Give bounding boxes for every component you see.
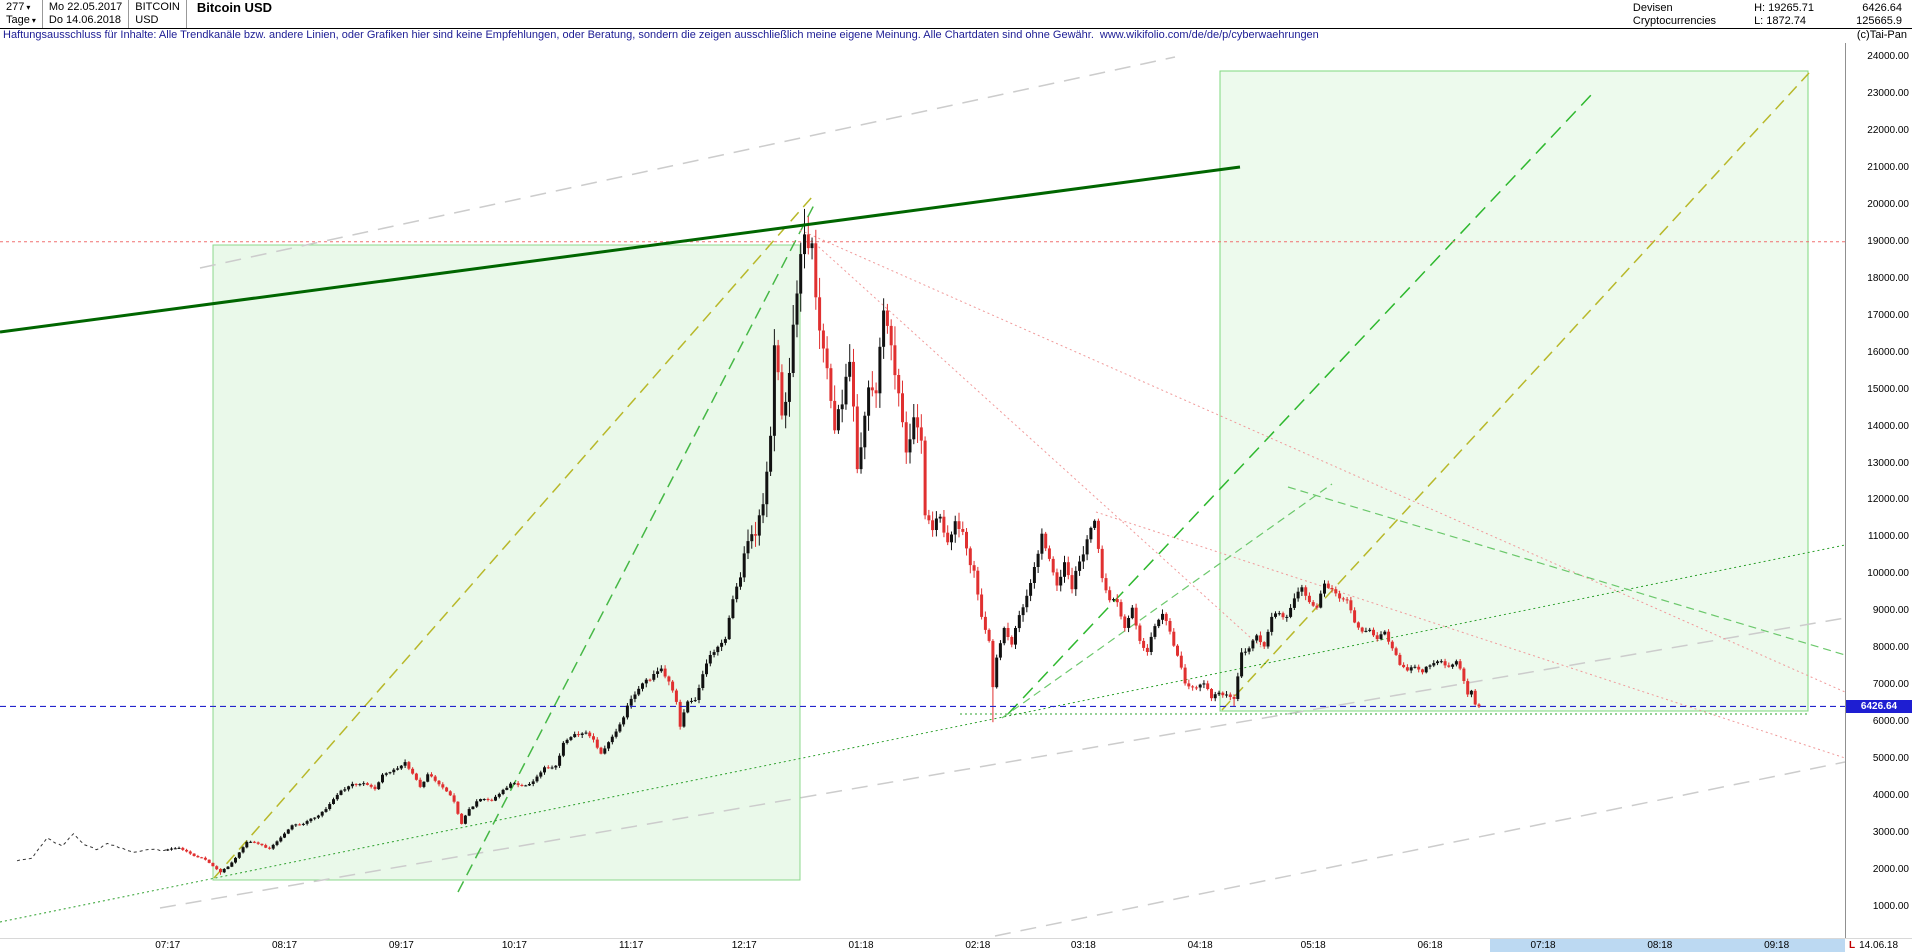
instrument-info: 277 ▾ Tage ▾ Mo 22.05.2017 Do 14.06.2018 B… bbox=[0, 0, 282, 28]
disclaimer-bar: Haftungsausschluss für Inhalte: Alle Tre… bbox=[0, 29, 1912, 43]
price-axis-label: 20000.00 bbox=[1867, 198, 1909, 210]
category-cell: Devisen Cryptocurrencies bbox=[1627, 1, 1722, 28]
last-date-label: L 14.06.18 bbox=[1849, 940, 1898, 951]
last-price-value: 6426.64 bbox=[1862, 2, 1902, 14]
red-fan-1 bbox=[799, 229, 1846, 693]
category-label: Devisen bbox=[1632, 2, 1673, 14]
price-axis-label: 5000.00 bbox=[1872, 753, 1909, 765]
disclaimer-text: Haftungsausschluss für Inhalte: Alle Tre… bbox=[3, 29, 1094, 41]
period-value: Tage bbox=[6, 14, 30, 26]
price-axis-label: 8000.00 bbox=[1872, 642, 1909, 654]
green-decline-dash bbox=[1287, 486, 1846, 656]
date-axis-label: 07:18 bbox=[1530, 940, 1556, 951]
date-axis-labels: 07:17 08:17 09:17 10:17 11:17 12:17 01:18 02:18… bbox=[0, 939, 1845, 952]
major-resistance-line bbox=[0, 165, 1241, 334]
green-fan-right bbox=[1007, 93, 1593, 715]
date-axis-label: 01:18 bbox=[848, 940, 874, 951]
price-axis-label: 1000.00 bbox=[1872, 901, 1909, 912]
price-axis-label: 4000.00 bbox=[1872, 790, 1909, 802]
price-axis-label: 13000.00 bbox=[1867, 457, 1909, 469]
red-fan-3 bbox=[1095, 511, 1846, 759]
date-from: Mo 22.05.2017 bbox=[48, 1, 123, 13]
currency-label: USD bbox=[135, 14, 159, 26]
price-axis-label: 17000.00 bbox=[1867, 309, 1909, 321]
high-value: H: 19265.71 bbox=[1754, 2, 1814, 14]
chevron-down-icon: ▾ bbox=[31, 16, 36, 25]
annotations-front bbox=[0, 165, 1845, 708]
price-axis-label: 7000.00 bbox=[1872, 679, 1909, 691]
date-axis-label: 06:18 bbox=[1417, 940, 1443, 951]
price-axis-label: 14000.00 bbox=[1867, 420, 1909, 432]
date-axis-label: 08:17 bbox=[272, 940, 298, 951]
date-axis-label: 08:18 bbox=[1647, 940, 1673, 951]
date-range-cell: Mo 22.05.2017 Do 14.06.2018 bbox=[43, 0, 130, 28]
date-axis-label: 03:18 bbox=[1070, 940, 1096, 951]
last-marker: L bbox=[1849, 940, 1856, 951]
green-support-dotted bbox=[0, 544, 1846, 923]
page-title: Bitcoin USD bbox=[196, 0, 273, 15]
price-axis-label: 6000.00 bbox=[1872, 716, 1909, 728]
price-axis-label: 16000.00 bbox=[1867, 346, 1909, 358]
date-axis-label: 05:18 bbox=[1300, 940, 1326, 951]
symbol-cell: BITCOIN USD bbox=[129, 0, 187, 28]
price-axis-label: 10000.00 bbox=[1867, 568, 1909, 580]
last-price-tag-value: 6426.64 bbox=[1860, 701, 1898, 713]
wikifolio-link[interactable]: www.wikifolio.com/de/de/p/cyberwaehrunge… bbox=[1099, 29, 1319, 41]
candlestick-series bbox=[16, 208, 1481, 875]
last-date-value: 14.06.18 bbox=[1859, 940, 1899, 951]
uptrend-channel-2017 bbox=[212, 244, 801, 881]
chevron-down-icon: ▾ bbox=[26, 3, 31, 12]
period-dropdown[interactable]: Tage ▾ bbox=[6, 14, 36, 27]
price-axis: 24000.00 23000.00 22000.00 21000.00 20000.00… bbox=[1845, 43, 1912, 938]
quote-info: Devisen Cryptocurrencies H: 19265.71 L: … bbox=[1627, 0, 1912, 28]
price-axis-label: 22000.00 bbox=[1867, 124, 1909, 136]
date-axis-label: 02:18 bbox=[965, 940, 991, 951]
symbol-label: BITCOIN bbox=[135, 1, 180, 13]
price-axis-label: 3000.00 bbox=[1872, 827, 1909, 839]
price-axis-label: 9000.00 bbox=[1872, 605, 1909, 617]
price-axis-label: 15000.00 bbox=[1867, 383, 1909, 395]
price-axis-label: 21000.00 bbox=[1867, 161, 1909, 173]
price-axis-label: 12000.00 bbox=[1867, 494, 1909, 506]
date-axis-label: 04:18 bbox=[1187, 940, 1213, 951]
price-axis-label: 2000.00 bbox=[1872, 864, 1909, 876]
bars-count-value: 277 bbox=[6, 1, 25, 13]
copyright-label: (c)Tai-Pan bbox=[1856, 29, 1907, 41]
date-axis-label: 12:17 bbox=[731, 940, 757, 951]
uptrend-channel-2018 bbox=[1219, 70, 1809, 712]
low-value: L: 1872.74 bbox=[1754, 15, 1807, 27]
price-axis-label: 23000.00 bbox=[1867, 87, 1909, 99]
chart-header: 277 ▾ Tage ▾ Mo 22.05.2017 Do 14.06.2018 B… bbox=[0, 0, 1912, 29]
red-fan-2 bbox=[799, 229, 1263, 649]
subcategory-label: Cryptocurrencies bbox=[1632, 15, 1717, 27]
date-axis-label: 07:17 bbox=[155, 940, 181, 951]
price-axis-label: 24000.00 bbox=[1867, 51, 1909, 62]
date-axis-label: 09:17 bbox=[388, 940, 414, 951]
green-rally-dash bbox=[1001, 483, 1333, 719]
high-low-cell: H: 19265.71 L: 1872.74 bbox=[1748, 1, 1820, 28]
period-cell: 277 ▾ Tage ▾ bbox=[0, 0, 43, 28]
volume-value: 125665.9 bbox=[1856, 15, 1902, 27]
last-price-tag: 6426.64 bbox=[1846, 700, 1912, 714]
gray-support-right bbox=[994, 761, 1846, 937]
green-diagonal-left bbox=[457, 204, 815, 893]
future-period-highlight bbox=[1490, 939, 1845, 952]
bars-count-dropdown[interactable]: 277 ▾ bbox=[6, 1, 36, 14]
date-axis-label: 11:17 bbox=[619, 940, 644, 951]
last-values-cell: 6426.64 125665.9 bbox=[1846, 1, 1908, 28]
price-axis-label: 19000.00 bbox=[1867, 235, 1909, 247]
date-axis: 07:17 08:17 09:17 10:17 11:17 12:17 01:18 02:18… bbox=[0, 938, 1912, 952]
date-axis-label: 10:17 bbox=[501, 940, 527, 951]
date-to: Do 14.06.2018 bbox=[48, 14, 122, 26]
annotations-back bbox=[0, 56, 1846, 937]
price-axis-label: 11000.00 bbox=[1868, 531, 1909, 543]
pre-channel-line-data bbox=[16, 833, 168, 862]
date-axis-label: 09:18 bbox=[1764, 940, 1790, 951]
price-axis-label: 18000.00 bbox=[1867, 272, 1909, 284]
gray-channel-upper bbox=[199, 56, 1176, 269]
